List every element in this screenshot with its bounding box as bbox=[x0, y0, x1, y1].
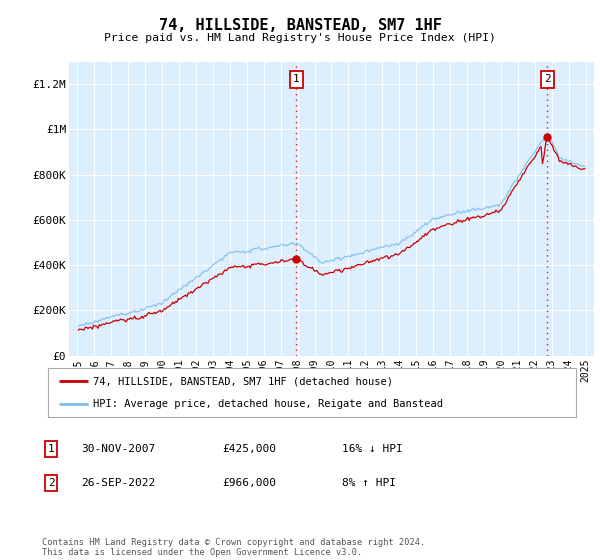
Text: 30-NOV-2007: 30-NOV-2007 bbox=[81, 444, 155, 454]
Text: HPI: Average price, detached house, Reigate and Banstead: HPI: Average price, detached house, Reig… bbox=[93, 399, 443, 409]
Text: Price paid vs. HM Land Registry's House Price Index (HPI): Price paid vs. HM Land Registry's House … bbox=[104, 32, 496, 43]
Text: 2: 2 bbox=[47, 478, 55, 488]
Text: 1: 1 bbox=[293, 74, 299, 84]
Text: 1: 1 bbox=[47, 444, 55, 454]
Text: 74, HILLSIDE, BANSTEAD, SM7 1HF (detached house): 74, HILLSIDE, BANSTEAD, SM7 1HF (detache… bbox=[93, 376, 393, 386]
Text: £425,000: £425,000 bbox=[222, 444, 276, 454]
Text: 2: 2 bbox=[544, 74, 551, 84]
Text: 8% ↑ HPI: 8% ↑ HPI bbox=[342, 478, 396, 488]
Text: £966,000: £966,000 bbox=[222, 478, 276, 488]
Text: 26-SEP-2022: 26-SEP-2022 bbox=[81, 478, 155, 488]
Text: 74, HILLSIDE, BANSTEAD, SM7 1HF: 74, HILLSIDE, BANSTEAD, SM7 1HF bbox=[158, 18, 442, 32]
Text: 16% ↓ HPI: 16% ↓ HPI bbox=[342, 444, 403, 454]
Text: Contains HM Land Registry data © Crown copyright and database right 2024.
This d: Contains HM Land Registry data © Crown c… bbox=[42, 538, 425, 557]
